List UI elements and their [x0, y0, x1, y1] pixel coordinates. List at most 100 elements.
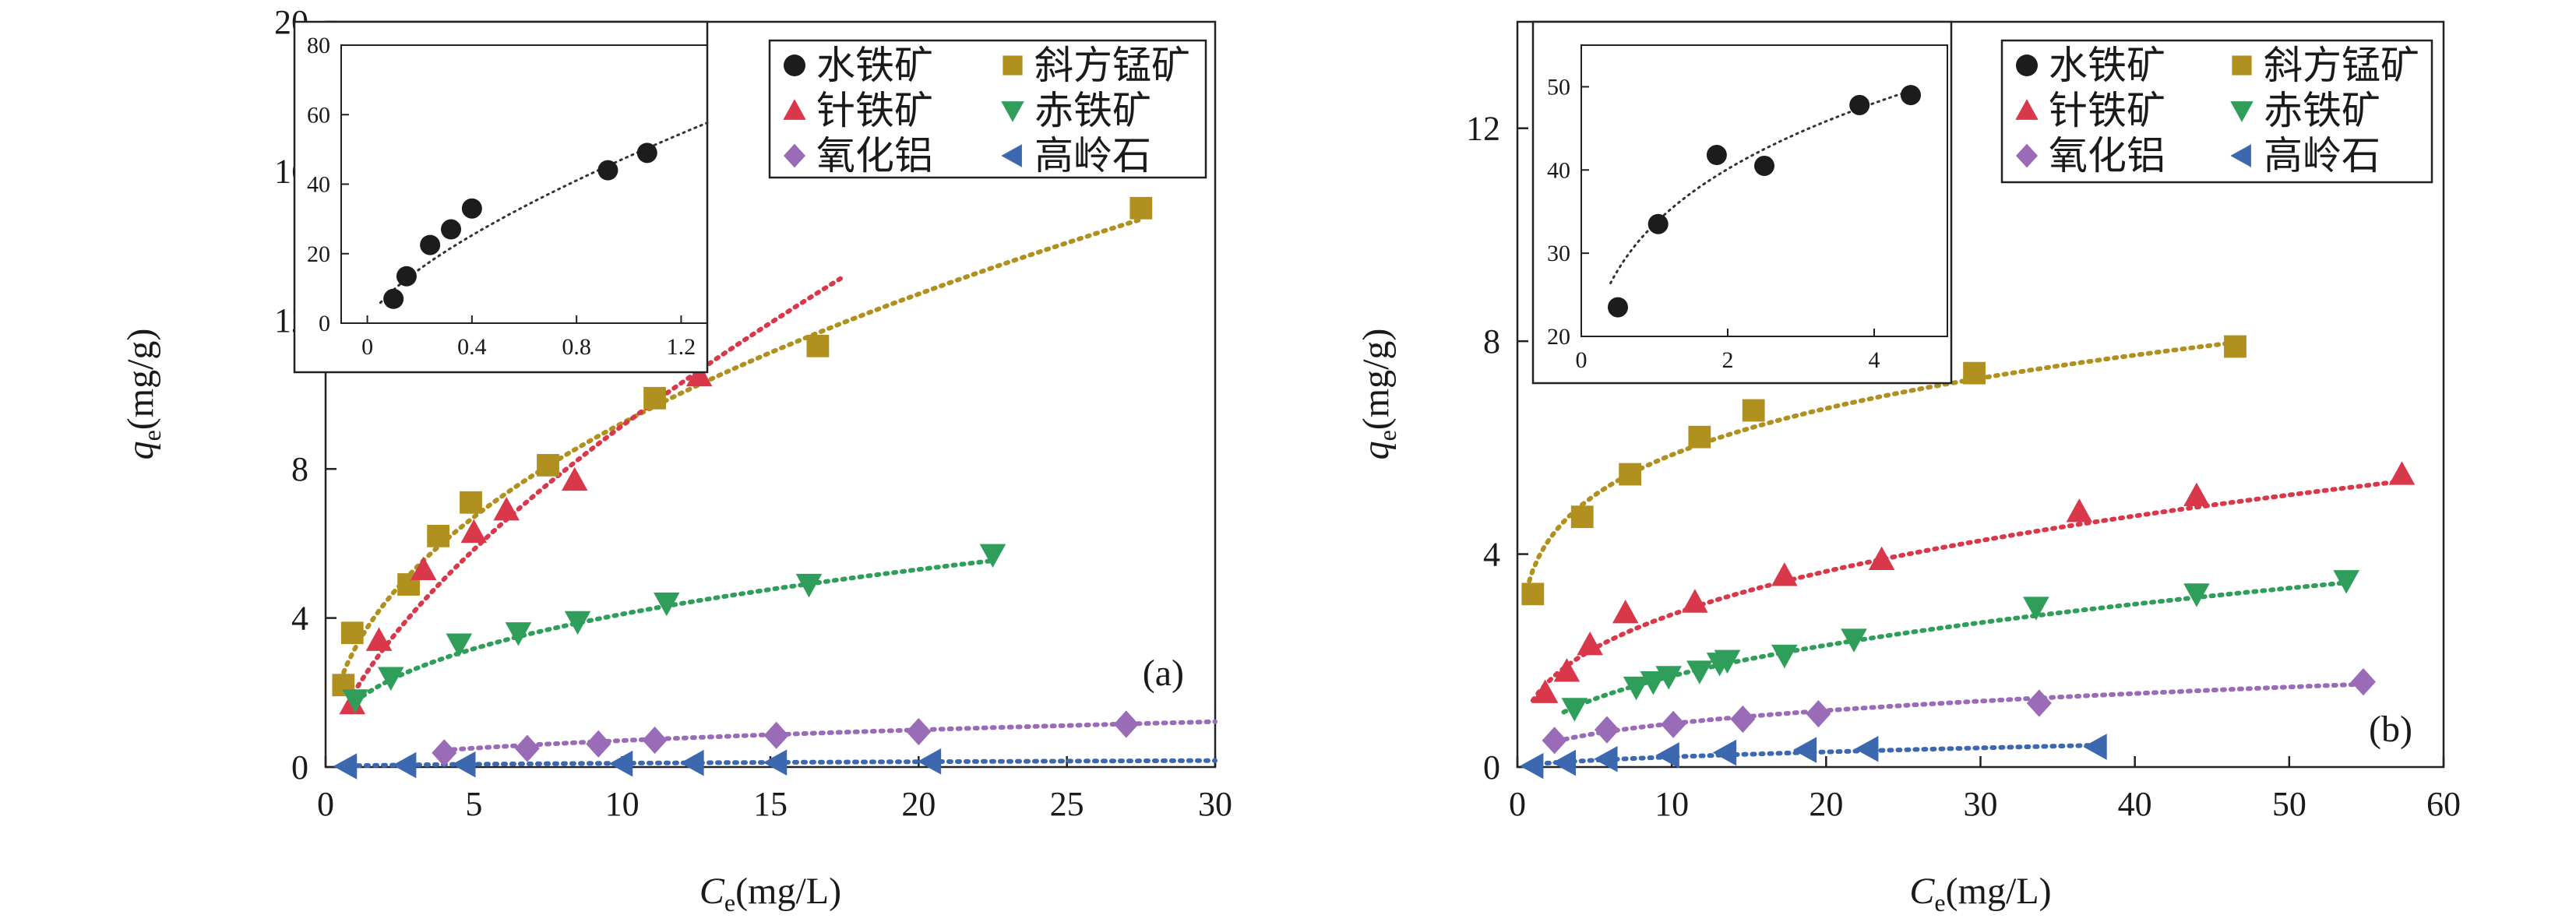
legend-marker — [784, 55, 805, 76]
y-tick-label: 12 — [1466, 110, 1500, 148]
inset-plot-frame — [1580, 44, 1948, 337]
data-point — [377, 667, 404, 691]
data-point — [537, 454, 559, 477]
data-point — [795, 573, 823, 598]
inset-y-tick-label: 50 — [1547, 74, 1570, 100]
inset-x-tick-label: 0 — [1576, 347, 1588, 373]
data-point — [446, 633, 473, 657]
data-point — [1841, 628, 1867, 653]
y-axis-label: qe(mg/g) — [120, 329, 166, 460]
data-point — [340, 621, 364, 645]
inset-chart: 0 2 4 20 30 40 50 — [1531, 20, 1953, 385]
data-point — [906, 717, 932, 746]
data-point — [1552, 749, 1577, 776]
inset-y-tick-label: 20 — [1547, 324, 1570, 350]
legend-marker — [2015, 99, 2039, 120]
legend-entry: 针铁矿 — [816, 89, 933, 132]
data-point — [493, 497, 520, 521]
y-tick-label: 0 — [291, 748, 308, 787]
x-tick-label: 20 — [1809, 785, 1843, 823]
inset-y-tick-label: 30 — [1547, 241, 1570, 266]
data-point — [1688, 425, 1711, 449]
inset-x-tick-label: 0.8 — [562, 334, 591, 360]
inset-y-tick-label: 0 — [319, 311, 330, 336]
fit-curve — [1530, 478, 2408, 703]
legend-entry: 氧化铝 — [816, 134, 933, 178]
data-point — [564, 611, 591, 635]
x-tick-label: 10 — [605, 785, 640, 823]
data-point — [2333, 570, 2359, 594]
data-point — [561, 466, 588, 491]
fit-curve — [347, 558, 996, 709]
y-tick-label: 8 — [291, 450, 308, 488]
inset-frame — [293, 20, 709, 374]
data-point — [2224, 335, 2247, 358]
data-point — [410, 556, 437, 580]
legend-box — [2000, 39, 2433, 184]
inset-chart: 0 0.4 0.8 1.2 0 20 40 60 80 — [293, 20, 709, 374]
data-point — [763, 721, 789, 749]
x-axis-label: Ce(mg/L) — [1909, 871, 2051, 917]
data-point — [2183, 482, 2210, 506]
fit-curve — [442, 719, 1218, 753]
data-point — [1612, 599, 1639, 624]
data-point — [2083, 734, 2107, 760]
data-point — [2388, 461, 2416, 485]
data-point — [1542, 727, 1567, 755]
inset-data-point — [383, 288, 404, 309]
data-point — [1594, 745, 1618, 772]
inset-data-point — [1706, 145, 1727, 166]
inset-data-point — [1849, 94, 1870, 115]
data-point — [342, 689, 368, 713]
inset-data-point — [636, 143, 657, 164]
data-point — [1520, 752, 1544, 779]
data-point — [2066, 498, 2093, 523]
data-point — [1868, 546, 1895, 571]
x-tick-label: 30 — [1198, 785, 1232, 823]
data-point — [1963, 361, 1986, 385]
legend-entry: 高岭石 — [1034, 134, 1151, 178]
legend-marker — [783, 99, 806, 120]
data-point — [1531, 679, 1559, 703]
legend-entry: 赤铁矿 — [2264, 89, 2380, 132]
x-tick-label: 25 — [1050, 785, 1084, 823]
data-point — [392, 751, 417, 779]
data-point — [1655, 742, 1679, 769]
data-point — [460, 491, 482, 514]
data-point — [1640, 671, 1667, 695]
legend-marker — [2230, 144, 2251, 167]
inset-y-tick-label: 20 — [307, 241, 330, 267]
legend-marker — [2232, 55, 2252, 76]
data-point — [1742, 399, 1765, 422]
data-point — [2026, 689, 2052, 717]
fit-curve — [1561, 579, 2354, 715]
data-point — [1682, 589, 1708, 613]
data-point — [1714, 649, 1741, 674]
inset-data-point — [461, 198, 482, 219]
inset-y-tick-label: 40 — [307, 172, 330, 198]
data-point — [1594, 716, 1619, 744]
data-point — [1686, 660, 1713, 684]
x-tick-label: 10 — [1654, 785, 1689, 823]
data-point — [1570, 505, 1594, 529]
legend-marker — [2016, 55, 2038, 76]
data-point — [1792, 737, 1817, 763]
chart-panel-a: 0 5 10 15 20 25 30048121620qe(mg/g)Ce(mg/L)(a)… — [120, 3, 1232, 917]
data-point — [1553, 658, 1580, 682]
data-point — [806, 334, 830, 357]
inset-y-tick-label: 80 — [307, 33, 330, 58]
data-point — [1771, 644, 1798, 669]
inset-data-point — [420, 234, 441, 255]
legend-entry: 水铁矿 — [816, 44, 933, 87]
y-axis-label: qe(mg/g) — [1355, 329, 1401, 460]
inset-data-point — [1901, 85, 1921, 106]
data-point — [1113, 710, 1139, 738]
fit-curve — [338, 216, 1144, 683]
x-tick-label: 0 — [317, 785, 334, 823]
inset-data-point — [441, 219, 461, 240]
data-point — [1855, 735, 1879, 762]
x-axis-label: Ce(mg/L) — [700, 871, 841, 917]
